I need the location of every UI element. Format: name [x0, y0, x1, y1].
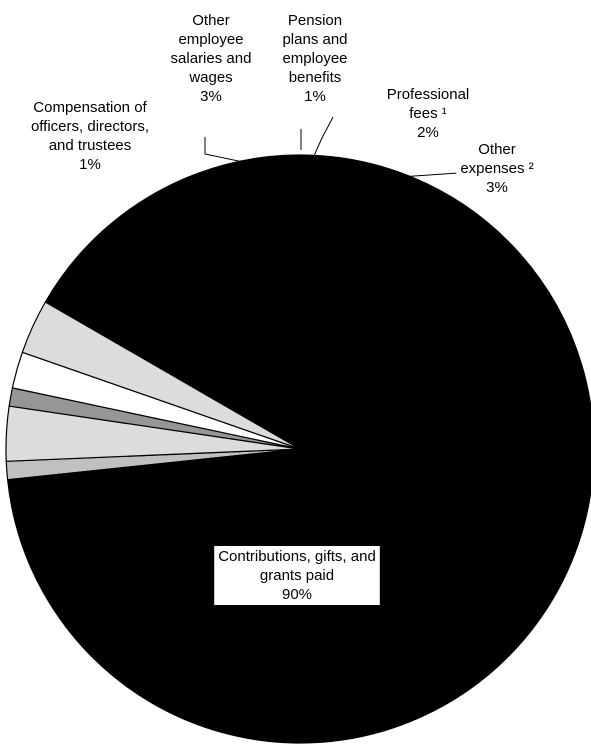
label-text-line: Pension [288, 12, 342, 29]
label-value: 90% [282, 586, 312, 603]
leader-lines [204, 116, 459, 181]
label-background [214, 546, 380, 605]
label-text-line: Other [192, 12, 230, 29]
leader-line-other-salaries [204, 137, 263, 167]
label-other-expenses: Other expenses ² 3% [456, 139, 538, 198]
slice-contributions [6, 154, 591, 744]
label-value: 1% [79, 156, 101, 173]
label-text-line: officers, directors, [31, 118, 149, 135]
label-contributions: Contributions, gifts, and grants paid 90% [214, 546, 380, 605]
label-text-line: Other [478, 141, 516, 158]
label-text-line: Professional [387, 86, 470, 103]
label-value: 1% [304, 88, 326, 105]
label-text-line: employee [178, 31, 243, 48]
leader-line-other-expenses [379, 172, 459, 181]
label-text-line: wages [188, 69, 232, 86]
label-value: 3% [486, 179, 508, 196]
label-value: 3% [200, 88, 222, 105]
label-text-line: and trustees [49, 137, 132, 154]
label-pension: Pension plans and employee benefits 1% [282, 12, 347, 105]
label-text-line: expenses ² [460, 160, 533, 177]
label-text-line: Contributions, gifts, and [218, 548, 376, 565]
label-other-salaries: Other employee salaries and wages 3% [171, 12, 252, 105]
label-professional-fees: Professional fees ¹ 2% [387, 86, 470, 141]
label-value: 2% [417, 124, 439, 141]
label-text-line: plans and [282, 31, 347, 48]
label-compensation: Compensation of officers, directors, and t… [31, 99, 149, 173]
label-background [456, 139, 538, 198]
label-text-line: Compensation of [33, 99, 147, 116]
pie-slices [5, 154, 591, 744]
leader-line-professional-fees [312, 116, 334, 159]
label-text-line: grants paid [260, 567, 334, 584]
label-text-line: fees ¹ [409, 105, 447, 122]
slice-labels: Compensation of officers, directors, and t… [31, 12, 538, 605]
label-text-line: benefits [289, 69, 342, 86]
label-text-line: salaries and [171, 50, 252, 67]
label-text-line: employee [282, 50, 347, 67]
